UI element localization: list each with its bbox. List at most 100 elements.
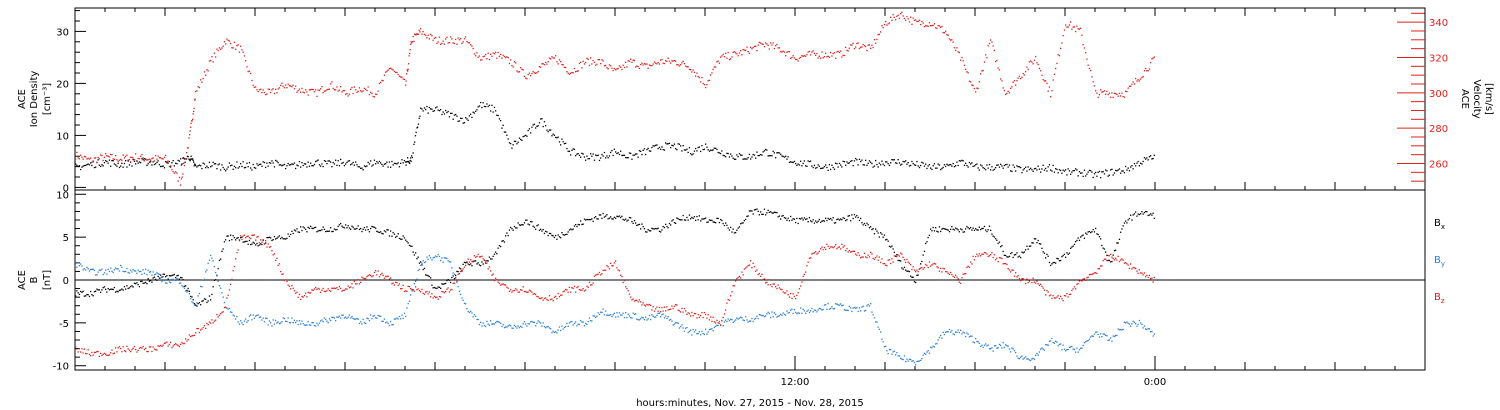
bx-point <box>82 290 84 292</box>
bx-point <box>1111 260 1113 263</box>
by-point <box>106 273 108 275</box>
density-point <box>210 166 212 168</box>
bz-point <box>372 275 374 277</box>
velocity-point <box>1121 92 1123 94</box>
velocity-point <box>776 43 778 46</box>
by-point <box>831 306 833 308</box>
velocity-point <box>390 67 392 69</box>
by-point <box>265 317 267 319</box>
density-point <box>1076 169 1078 171</box>
density-point <box>1068 170 1071 172</box>
velocity-point <box>783 51 786 53</box>
bx-point <box>840 218 842 220</box>
density-point <box>475 110 477 112</box>
bz-point <box>1043 289 1046 291</box>
velocity-point <box>820 57 822 59</box>
density-point <box>603 151 606 154</box>
bx-point <box>1047 255 1049 257</box>
velocity-point <box>902 15 904 17</box>
bz-point <box>541 297 543 299</box>
bz-point <box>1067 296 1069 298</box>
bx-point <box>277 236 279 238</box>
bz-point <box>255 239 257 241</box>
bx-point <box>913 281 916 283</box>
density-point <box>778 152 781 154</box>
velocity-point <box>421 33 423 35</box>
velocity-point <box>622 64 624 66</box>
density-point <box>842 160 844 162</box>
bx-point <box>823 220 826 222</box>
velocity-point <box>898 17 901 20</box>
density-point <box>726 152 728 154</box>
density-point <box>245 166 247 169</box>
velocity-point <box>413 40 415 42</box>
by-point <box>845 309 847 311</box>
velocity-point <box>852 42 854 45</box>
by-point <box>983 344 986 346</box>
bx-point <box>1011 251 1013 254</box>
bx-point <box>428 275 430 278</box>
by-point <box>401 314 403 316</box>
bz-point <box>807 261 809 263</box>
by-point <box>366 317 368 319</box>
density-point <box>905 160 907 162</box>
by-point <box>98 269 100 271</box>
bx-point <box>306 231 308 233</box>
by-point <box>298 320 301 322</box>
bx-point <box>777 216 779 218</box>
by-point <box>243 320 246 322</box>
density-point <box>506 134 508 136</box>
density-point <box>183 157 185 159</box>
bz-point <box>307 291 309 293</box>
velocity-point <box>646 63 648 65</box>
by-point <box>118 270 121 272</box>
velocity-point <box>903 17 906 20</box>
velocity-point <box>491 55 493 57</box>
bz-point <box>190 335 192 338</box>
bx-point <box>628 216 631 219</box>
velocity-point <box>542 63 544 65</box>
by-point <box>1013 350 1016 352</box>
bz-point <box>630 296 632 298</box>
velocity-point <box>611 67 613 69</box>
by-point <box>936 342 938 345</box>
density-point <box>192 158 194 160</box>
velocity-point <box>383 74 386 76</box>
by-point <box>1067 348 1069 351</box>
bz-point <box>203 325 206 327</box>
density-point <box>918 166 921 169</box>
density-point <box>776 152 778 154</box>
by-point <box>641 316 643 318</box>
density-point <box>470 113 472 115</box>
density-point <box>858 158 861 160</box>
density-point <box>1080 172 1082 174</box>
bz-point <box>88 353 91 355</box>
bz-point <box>268 246 271 248</box>
bx-point <box>595 216 597 218</box>
bx-point <box>1103 248 1106 250</box>
by-point <box>86 266 88 268</box>
velocity-point <box>408 55 410 57</box>
bz-point <box>552 300 554 302</box>
density-point <box>267 165 269 167</box>
by-point <box>398 315 401 318</box>
velocity-point <box>513 61 516 63</box>
density-point <box>597 154 599 156</box>
bx-point <box>155 278 157 281</box>
by-point <box>660 316 662 318</box>
by-point <box>1058 343 1061 346</box>
bz-point <box>195 332 197 334</box>
density-point <box>281 165 283 167</box>
velocity-point <box>698 76 700 79</box>
velocity-point <box>918 19 921 21</box>
by-point <box>455 276 457 278</box>
by-point <box>537 320 539 322</box>
velocity-point <box>252 84 254 86</box>
bx-point <box>940 230 942 233</box>
velocity-point <box>875 42 877 44</box>
bz-point <box>516 289 518 291</box>
velocity-point <box>1020 78 1022 80</box>
by-point <box>1143 325 1146 327</box>
bx-point <box>446 279 448 282</box>
